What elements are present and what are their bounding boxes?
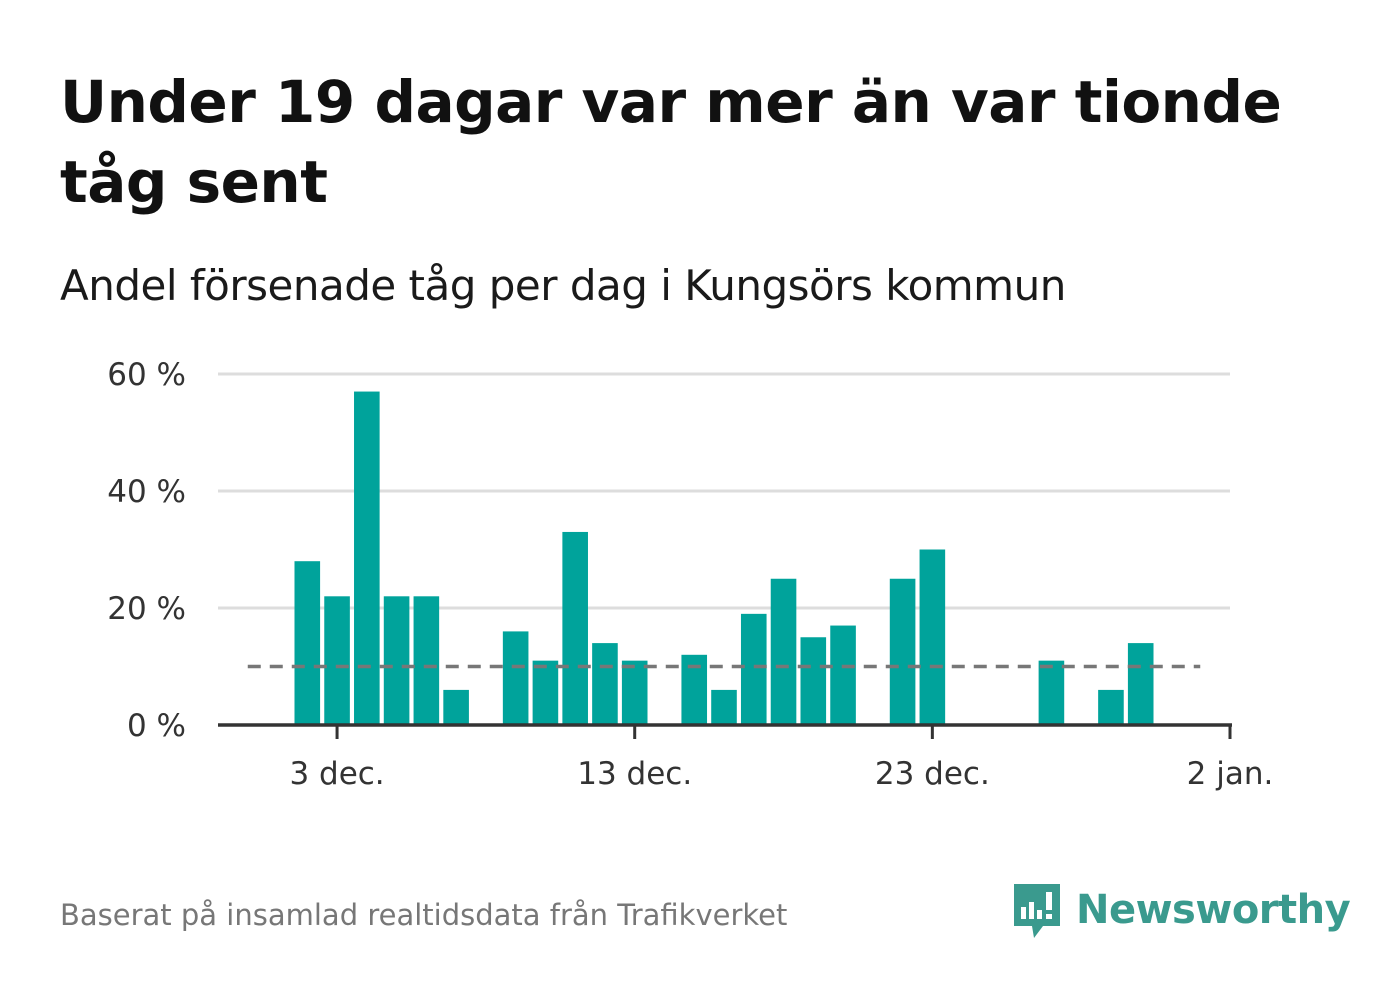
bar-2023-12-27	[1038, 660, 1065, 725]
bar-2023-12-19	[800, 637, 827, 725]
x-tick-label: 13 dec.	[577, 756, 692, 792]
x-axis-labels: 3 dec. 13 dec. 23 dec. 2 jan.	[289, 756, 1273, 792]
bar-2023-12-30	[1127, 643, 1154, 725]
bar-2023-12-16	[711, 689, 737, 725]
bar-2023-12-12	[592, 643, 618, 725]
bar-2023-12-07	[443, 689, 469, 725]
bar-2023-12-04	[354, 391, 380, 725]
y-tick-label: 20 %	[107, 591, 186, 627]
bar-2023-12-06	[413, 596, 440, 725]
x-axis	[218, 723, 1232, 739]
bar-2023-12-23	[919, 549, 946, 725]
y-tick-label: 60 %	[107, 357, 186, 393]
y-tick-label: 0 %	[127, 708, 186, 744]
bars	[294, 391, 1154, 725]
newsworthy-logo-icon	[1014, 884, 1060, 938]
bar-2023-12-09	[502, 631, 529, 725]
source-note: Baserat på insamlad realtidsdata från Tr…	[60, 898, 788, 932]
x-tick-label: 23 dec.	[875, 756, 990, 792]
bar-2023-12-29	[1098, 689, 1124, 725]
bar-chart: 0 % 20 % 40 % 60 % 3 dec. 13 dec. 23 dec. 2 ja…	[107, 357, 1273, 792]
brand-logo[interactable]: Newsworthy	[1010, 878, 1351, 942]
bar-2023-12-10	[532, 660, 559, 725]
bar-2023-12-05	[383, 596, 410, 725]
y-axis-labels: 0 % 20 % 40 % 60 %	[107, 357, 186, 744]
chart-subtitle: Andel försenade tåg per dag i Kungsörs k…	[60, 261, 1066, 310]
bar-2023-12-17	[740, 613, 767, 725]
x-tick-label: 2 jan.	[1187, 756, 1274, 792]
x-tick-label: 3 dec.	[289, 756, 384, 792]
chart-title: Under 19 dagar var mer än var tionde tåg…	[60, 68, 1282, 216]
brand-name: Newsworthy	[1076, 887, 1351, 933]
bar-2023-12-13	[621, 660, 648, 725]
bar-2023-12-02	[294, 561, 321, 725]
y-tick-label: 40 %	[107, 474, 186, 510]
bar-2023-12-18	[770, 578, 797, 725]
bar-2023-12-11	[562, 531, 588, 725]
bar-2023-12-22	[889, 578, 916, 725]
bar-2023-12-20	[830, 625, 856, 725]
bar-2023-12-03	[324, 596, 350, 725]
